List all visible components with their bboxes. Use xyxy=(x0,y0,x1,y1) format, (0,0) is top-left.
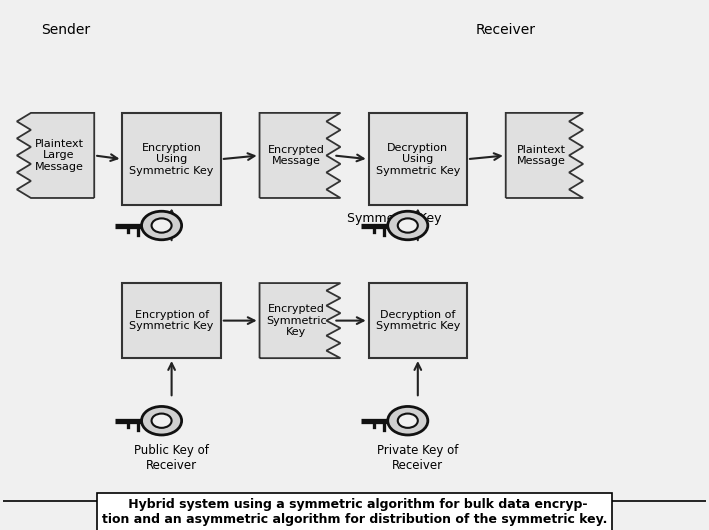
Text: Encryption of
Symmetric Key: Encryption of Symmetric Key xyxy=(130,310,214,331)
Text: Plaintext
Message: Plaintext Message xyxy=(516,145,565,166)
Text: Encryption
Using
Symmetric Key: Encryption Using Symmetric Key xyxy=(130,143,214,176)
Text: Symmetric Key: Symmetric Key xyxy=(347,211,442,225)
Text: Encrypted
Symmetric
Key: Encrypted Symmetric Key xyxy=(266,304,327,337)
FancyBboxPatch shape xyxy=(123,113,220,206)
PathPatch shape xyxy=(506,113,583,198)
Circle shape xyxy=(398,413,418,428)
PathPatch shape xyxy=(259,283,340,358)
Text: Plaintext
Large
Message: Plaintext Large Message xyxy=(35,139,84,172)
Text: Sender: Sender xyxy=(42,23,91,37)
Text: Public Key of
Receiver: Public Key of Receiver xyxy=(134,444,209,472)
Circle shape xyxy=(388,407,428,435)
Circle shape xyxy=(142,211,182,240)
Circle shape xyxy=(398,218,418,233)
Circle shape xyxy=(152,218,172,233)
Text: Decryption
Using
Symmetric Key: Decryption Using Symmetric Key xyxy=(376,143,460,176)
Text: Encrypted
Message: Encrypted Message xyxy=(268,145,325,166)
Circle shape xyxy=(152,413,172,428)
FancyBboxPatch shape xyxy=(123,283,220,358)
Circle shape xyxy=(388,211,428,240)
FancyBboxPatch shape xyxy=(369,113,467,206)
PathPatch shape xyxy=(259,113,340,198)
Text: Receiver: Receiver xyxy=(476,23,536,37)
Circle shape xyxy=(142,407,182,435)
Text: Decryption of
Symmetric Key: Decryption of Symmetric Key xyxy=(376,310,460,331)
Text: Private Key of
Receiver: Private Key of Receiver xyxy=(377,444,459,472)
Text: Hybrid system using a symmetric algorithm for bulk data encryp-
tion and an asym: Hybrid system using a symmetric algorith… xyxy=(102,498,607,526)
FancyBboxPatch shape xyxy=(369,283,467,358)
PathPatch shape xyxy=(17,113,94,198)
